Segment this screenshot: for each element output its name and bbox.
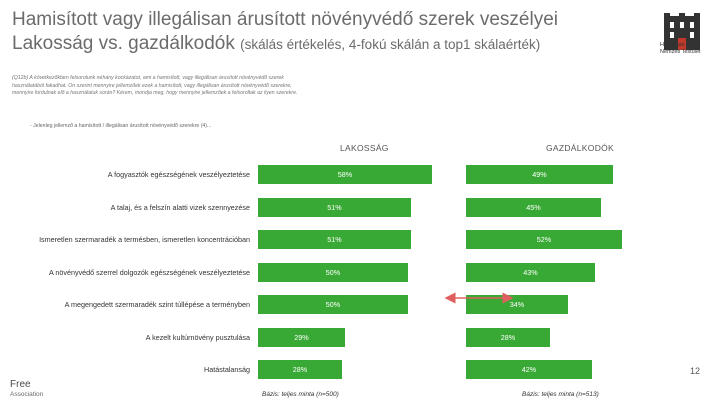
category-label: Hatástalanság (204, 365, 250, 374)
title-subtitle: (skálás értékelés, 4-fokú skálán a top1 … (240, 37, 541, 52)
page-number: 12 (690, 366, 701, 376)
column-header-right: GAZDÁLKODÓK (546, 143, 615, 153)
bar-lakossag (258, 327, 345, 347)
bar-value-label: 51% (327, 235, 342, 244)
bar-value-label: 29% (294, 332, 309, 342)
bar-value-label: 28% (292, 365, 308, 374)
bar-lakossag (258, 197, 411, 217)
bar-gazdalkodok (466, 165, 613, 184)
bar-lakossag (258, 262, 408, 282)
column-header-left: LAKOSSÁG (340, 143, 389, 153)
title-line-1: Hamisított vagy illegálisan árusított nö… (12, 9, 558, 30)
category-label: A növényvédő szerrel dolgozók egészségén… (49, 267, 250, 277)
bar-value-label: 28% (500, 332, 516, 342)
category-label: A fogyasztók egészségének veszélyeztetés… (107, 170, 250, 179)
bar-value-label: 58% (337, 170, 353, 179)
bar-gazdalkodok (466, 197, 601, 217)
bar-value-label: 52% (536, 235, 552, 244)
bar-gazdalkodok (466, 327, 550, 347)
page-title: Hamisított vagy illegálisan árusított nö… (12, 8, 558, 57)
bar-lakossag (258, 295, 408, 314)
category-label: A talaj, és a felszín alatti vizek szenn… (110, 202, 250, 212)
base-note: - Jelenleg jellemző a hamisított / illeg… (30, 123, 212, 129)
bar-value-label: 45% (526, 202, 541, 212)
footer-base-left: Bázis: teljes minta (n=500) (262, 391, 339, 398)
title-main: Lakosság vs. gazdálkodók (12, 33, 241, 54)
bar-value-label: 34% (509, 300, 525, 309)
castle-logo-icon (664, 13, 700, 50)
bar-lakossag (258, 360, 342, 379)
brand-logo: Free Association (10, 380, 43, 400)
bar-value-label: 49% (532, 170, 547, 179)
brand-sub: Association (10, 391, 44, 398)
bar-value-label: 42% (521, 365, 537, 374)
bar-gazdalkodok (466, 230, 622, 249)
brand-name: Free (10, 379, 31, 390)
bar-value-label: 51% (327, 202, 342, 212)
category-label: A megengedett szermaradék szint túllépés… (64, 300, 250, 309)
category-label: Ismeretlen szermaradék a termésben, isme… (39, 235, 250, 244)
bar-gazdalkodok (466, 262, 595, 282)
bar-lakossag (258, 230, 411, 249)
title-line-2: Lakosság vs. gazdálkodók (skálás értékel… (12, 32, 558, 57)
footer-base-right: Bázis: teljes minta (n=513) (522, 391, 599, 398)
bar-value-label: 50% (325, 267, 341, 277)
bar-value-label: 43% (523, 267, 538, 277)
bar-value-label: 50% (325, 300, 341, 309)
question-text: (Q12b) A következőkben felsorolunk néhán… (12, 75, 298, 97)
category-label: A kezelt kultúrnövény pusztulása (145, 332, 250, 342)
bar-lakossag (258, 165, 432, 184)
bar-gazdalkodok (466, 360, 592, 379)
logo-text: Hamisítás Elleni Nemzeti Testület (660, 42, 701, 55)
